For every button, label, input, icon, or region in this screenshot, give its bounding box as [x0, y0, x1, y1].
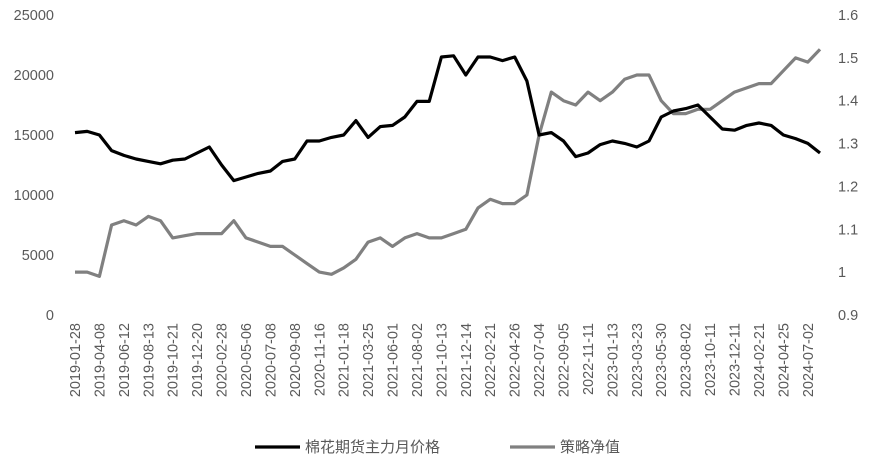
x-tick-label: 2021-06-01 [386, 323, 402, 397]
y2-tick-label: 1.6 [838, 8, 858, 24]
x-tick-label: 2019-01-28 [68, 323, 84, 397]
x-tick-label: 2023-12-11 [728, 323, 744, 396]
y2-tick-label: 1.1 [838, 222, 858, 238]
y-tick-label: 20000 [14, 68, 54, 84]
y-tick-label: 25000 [14, 8, 54, 24]
y2-tick-label: 1.2 [838, 179, 858, 195]
x-tick-label: 2020-11-16 [312, 323, 328, 396]
data-line [74, 54, 821, 183]
x-tick-label: 2019-08-13 [141, 323, 157, 397]
x-tick-label: 2021-08-02 [410, 323, 426, 397]
legend-label: 棉花期货主力月价格 [305, 439, 440, 456]
x-tick-label: 2024-02-21 [752, 323, 768, 397]
x-tick-label: 2021-10-13 [434, 323, 450, 397]
y2-tick-label: 1.5 [838, 51, 858, 67]
y-tick-label: 5000 [22, 248, 54, 264]
y2-tick-label: 0.9 [838, 308, 858, 324]
legend-label: 策略净值 [560, 439, 620, 456]
x-tick-label: 2023-05-30 [654, 323, 670, 397]
x-tick-label: 2019-12-20 [190, 323, 206, 397]
x-tick-label: 2023-08-02 [679, 323, 695, 397]
y2-tick-label: 1.3 [838, 137, 858, 153]
y-tick-label: 0 [46, 308, 54, 324]
y-tick-label: 15000 [14, 128, 54, 144]
x-tick-label: 2019-04-08 [92, 323, 108, 397]
x-tick-label: 2024-07-02 [801, 323, 817, 397]
data-line [75, 48, 822, 278]
x-tick-label: 2023-10-11 [703, 323, 719, 396]
x-tick-label: 2021-12-14 [459, 323, 475, 397]
x-tick-label: 2023-03-23 [630, 323, 646, 397]
x-tick-label: 2022-09-05 [557, 323, 573, 397]
y-tick-label: 10000 [14, 188, 54, 204]
x-tick-label: 2019-06-12 [117, 323, 133, 397]
x-tick-label: 2022-02-21 [483, 323, 499, 397]
x-tick-label: 2022-04-26 [508, 323, 524, 397]
x-tick-label: 2022-11-11 [581, 323, 597, 395]
y2-tick-label: 1 [838, 265, 846, 281]
x-tick-label: 2020-09-08 [288, 323, 304, 397]
x-tick-label: 2021-03-25 [361, 323, 377, 397]
x-tick-label: 2020-05-06 [239, 323, 255, 397]
x-tick-label: 2019-10-21 [166, 323, 182, 397]
x-tick-label: 2021-01-18 [337, 323, 353, 397]
x-tick-label: 2023-01-13 [605, 323, 621, 397]
x-tick-label: 2022-07-04 [532, 323, 548, 397]
y2-tick-label: 1.4 [838, 94, 858, 110]
x-tick-label: 2024-04-25 [776, 323, 792, 397]
x-tick-label: 2020-02-28 [215, 323, 231, 397]
x-tick-label: 2020-07-08 [263, 323, 279, 397]
